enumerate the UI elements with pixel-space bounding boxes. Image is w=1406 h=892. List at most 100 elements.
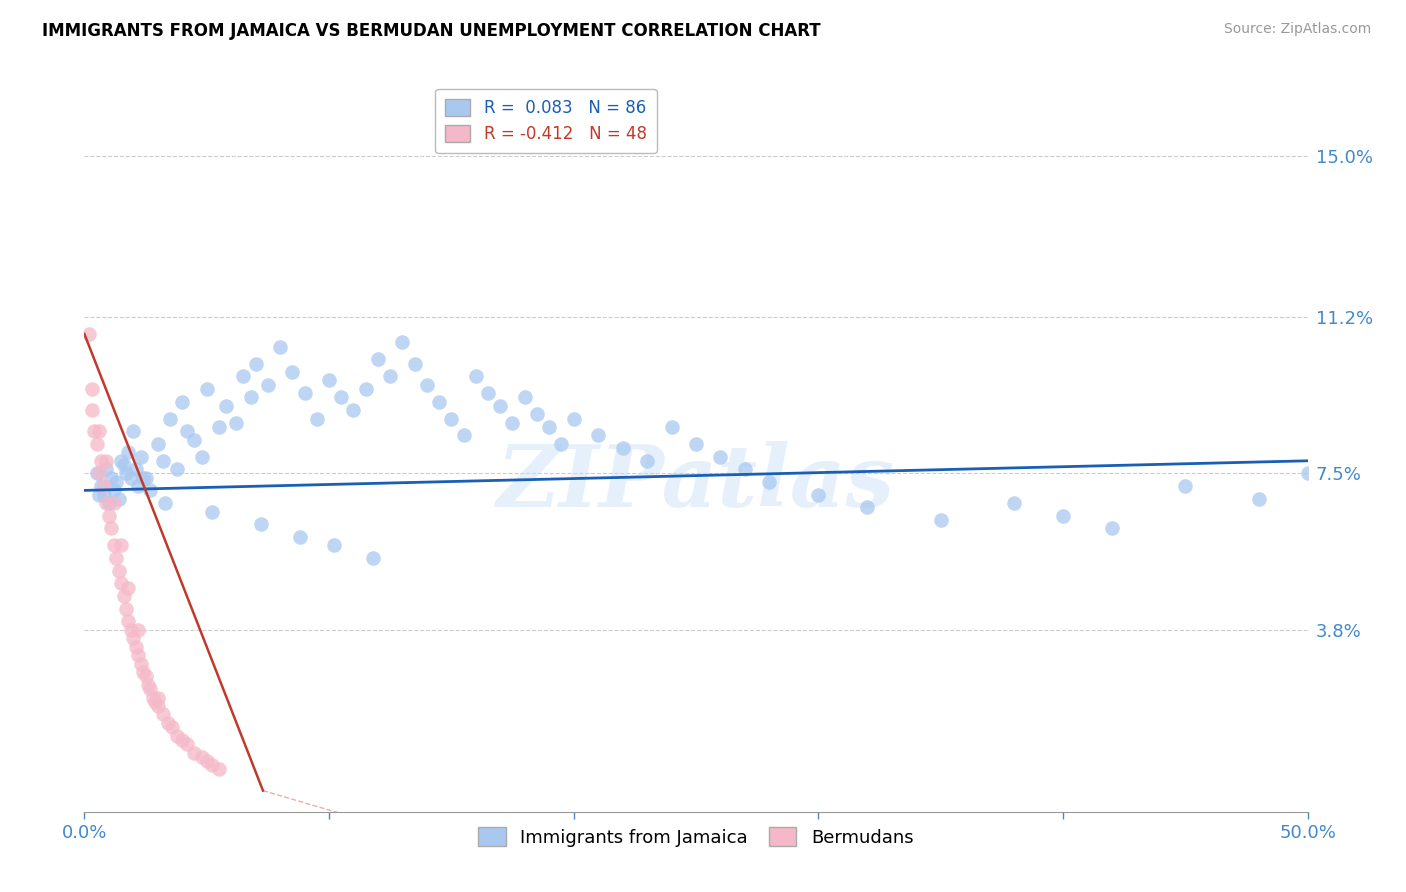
Point [538,420,561,434]
Point [100,521,122,535]
Point [354,382,377,396]
Point [105,475,128,489]
Point [176,424,198,438]
Point [110,538,132,552]
Point [152,454,174,468]
Point [110,576,132,591]
Point [489,399,512,413]
Point [269,340,291,354]
Point [1296,467,1319,481]
Point [191,450,214,464]
Point [117,581,139,595]
Point [93,479,115,493]
Point [225,416,247,430]
Point [142,690,165,705]
Point [110,454,132,468]
Point [330,390,353,404]
Point [416,377,439,392]
Point [162,720,184,734]
Point [1247,491,1270,506]
Point [152,707,174,722]
Point [136,678,159,692]
Point [129,450,152,464]
Point [127,648,149,663]
Point [112,458,135,472]
Point [427,394,450,409]
Point [132,471,155,485]
Point [636,454,658,468]
Point [453,428,475,442]
Point [1052,508,1074,523]
Point [159,411,181,425]
Point [245,357,267,371]
Point [120,623,142,637]
Point [562,411,585,425]
Point [239,390,262,404]
Point [367,352,389,367]
Text: IMMIGRANTS FROM JAMAICA VS BERMUDAN UNEMPLOYMENT CORRELATION CHART: IMMIGRANTS FROM JAMAICA VS BERMUDAN UNEM… [42,22,821,40]
Point [129,657,152,671]
Point [107,491,129,506]
Point [318,374,340,388]
Point [685,437,707,451]
Point [97,508,120,523]
Point [139,682,162,697]
Point [146,699,169,714]
Point [86,467,108,481]
Point [107,564,129,578]
Point [146,690,169,705]
Point [166,729,188,743]
Point [294,386,316,401]
Point [117,445,139,459]
Point [172,732,194,747]
Point [96,462,118,476]
Point [90,479,112,493]
Point [391,335,413,350]
Point [661,420,683,434]
Point [361,551,384,566]
Point [404,357,426,371]
Point [156,715,179,730]
Point [120,471,142,485]
Point [176,737,198,751]
Point [929,513,952,527]
Point [195,754,218,768]
Point [127,479,149,493]
Point [117,615,139,629]
Point [86,437,108,451]
Point [612,441,634,455]
Legend: Immigrants from Jamaica, Bermudans: Immigrants from Jamaica, Bermudans [471,820,921,854]
Point [135,669,157,683]
Point [380,369,402,384]
Point [215,399,238,413]
Point [342,403,364,417]
Point [80,403,103,417]
Point [477,386,499,401]
Point [281,365,304,379]
Point [232,369,254,384]
Point [125,462,148,476]
Point [856,500,879,515]
Point [183,433,205,447]
Point [87,488,110,502]
Point [90,454,112,468]
Point [322,538,344,552]
Point [87,424,110,438]
Point [305,411,328,425]
Point [200,758,222,772]
Point [135,471,157,485]
Point [77,326,100,341]
Point [132,665,155,680]
Point [200,504,222,518]
Point [249,517,271,532]
Point [513,390,536,404]
Point [464,369,486,384]
Point [127,623,149,637]
Point [87,467,110,481]
Point [105,551,128,566]
Point [183,746,205,760]
Point [103,496,125,510]
Point [166,462,188,476]
Point [153,496,176,510]
Point [96,454,118,468]
